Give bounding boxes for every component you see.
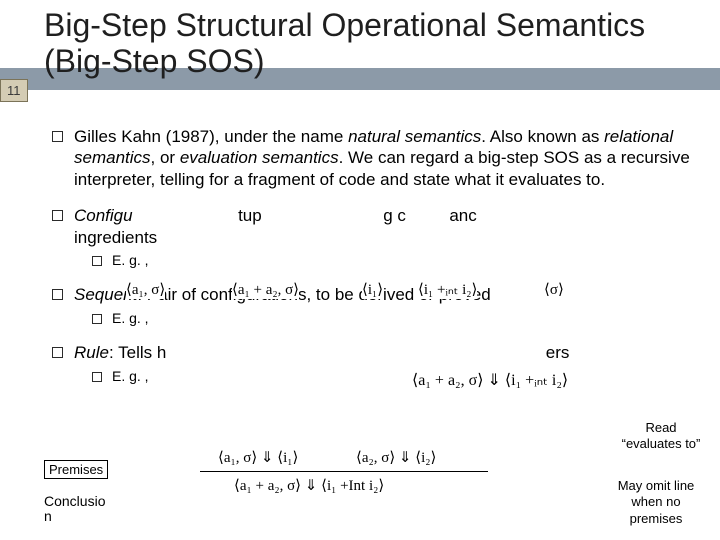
b1-italic-1: natural semantics bbox=[348, 127, 481, 146]
math-premise-1: ⟨a₁, σ⟩ ⇓ ⟨i₁⟩ bbox=[218, 448, 298, 467]
content-area: Gilles Kahn (1987), under the name natur… bbox=[0, 80, 720, 386]
b1-mid1: . Also known as bbox=[481, 127, 604, 146]
math-config-5: ⟨σ⟩ bbox=[544, 280, 564, 299]
b4-rest2: ers bbox=[546, 343, 570, 362]
conclusion-label: Conclusion bbox=[44, 494, 105, 525]
b2-mid3: anc bbox=[449, 206, 476, 225]
side-note-read-text: Read“evaluates to” bbox=[622, 420, 701, 451]
b4-eg-label: E. g. , bbox=[112, 368, 149, 384]
math-config-3: ⟨i₁⟩ bbox=[362, 280, 383, 299]
bullet-2: Configu tup g c anc ingredients E. g. , bbox=[56, 205, 692, 270]
side-note-omit: May omit linewhen nopremises bbox=[602, 478, 710, 527]
b4-word: Rule bbox=[74, 343, 109, 362]
b2-mid: tup bbox=[238, 206, 262, 225]
math-config-1: ⟨a₁, σ⟩ bbox=[126, 280, 165, 299]
b2-word: Configu bbox=[74, 206, 133, 225]
b3-eg-label: E. g. , bbox=[112, 310, 149, 326]
b2-mid2: g c bbox=[383, 206, 406, 225]
b4-sub-eg: E. g. , bbox=[88, 368, 692, 386]
math-config-2: ⟨a₁ + a₂, σ⟩ bbox=[232, 280, 299, 299]
premises-label-box: Premises bbox=[44, 460, 108, 479]
math-sequent: ⟨a₁ + a₂, σ⟩ ⇓ ⟨i₁ +ᵢₙₜ i₂⟩ bbox=[412, 370, 568, 390]
side-note-read: Read“evaluates to” bbox=[612, 420, 710, 453]
b1-mid2: , or bbox=[151, 148, 180, 167]
math-config-4: ⟨i₁ +ᵢₙₜ i₂⟩ bbox=[418, 280, 477, 299]
side-note-omit-text: May omit linewhen nopremises bbox=[618, 478, 695, 526]
bullet-4: Rule: Tells h ers E. g. , bbox=[56, 342, 692, 386]
inference-rule-line bbox=[200, 471, 488, 472]
b2-tail: ingredients bbox=[74, 228, 157, 247]
b3-sub-eg: E. g. , bbox=[88, 310, 692, 328]
slide-title: Big-Step Structural Operational Semantic… bbox=[44, 8, 700, 80]
conclusion-label-text: Conclusion bbox=[44, 493, 105, 524]
b2-eg-label: E. g. , bbox=[112, 252, 149, 268]
b1-italic-3: evaluation semantics bbox=[180, 148, 339, 167]
b2-sub-eg: E. g. , bbox=[88, 252, 692, 270]
slide-number: 11 bbox=[0, 79, 28, 102]
b1-text-pre: Gilles Kahn (1987), under the name bbox=[74, 127, 348, 146]
math-premise-2: ⟨a₂, σ⟩ ⇓ ⟨i₂⟩ bbox=[356, 448, 436, 467]
slide: Big-Step Structural Operational Semantic… bbox=[0, 0, 720, 540]
math-conclusion: ⟨a₁ + a₂, σ⟩ ⇓ ⟨i₁ +Int i₂⟩ bbox=[234, 476, 384, 495]
bullet-1: Gilles Kahn (1987), under the name natur… bbox=[56, 126, 692, 191]
b4-rest: : Tells h bbox=[109, 343, 166, 362]
title-area: Big-Step Structural Operational Semantic… bbox=[0, 8, 720, 80]
